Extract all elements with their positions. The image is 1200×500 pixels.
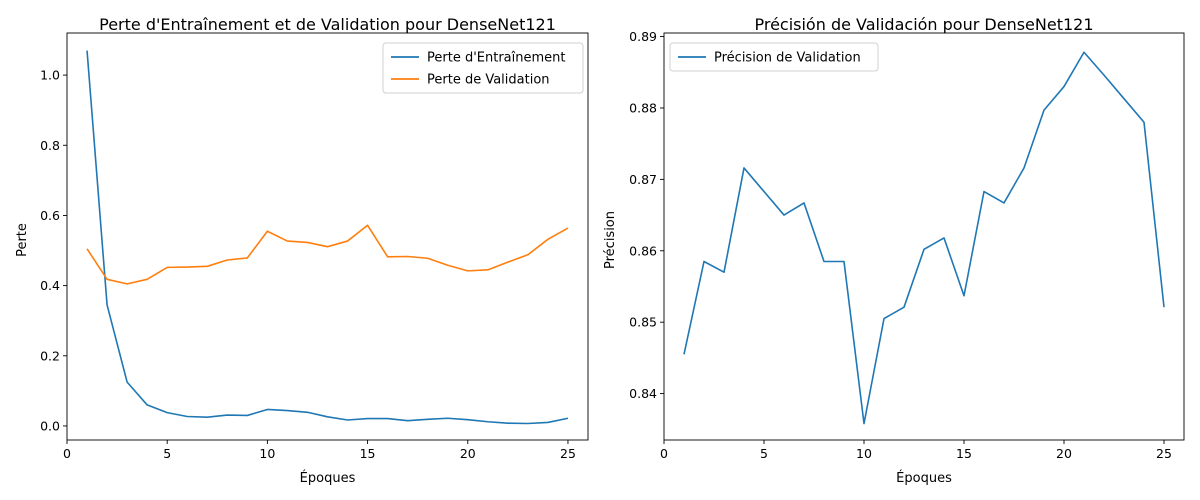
legend-box xyxy=(669,42,879,72)
y-tick-label: 0.6 xyxy=(40,208,60,223)
series-line-1 xyxy=(86,224,569,285)
x-tick-label: 5 xyxy=(760,446,768,461)
axes-frame xyxy=(66,32,589,441)
loss-chart-xlabel: Époques xyxy=(300,470,356,486)
y-tick-label: 0.88 xyxy=(629,100,657,115)
x-tick-label: 0 xyxy=(660,446,668,461)
x-tick-label: 25 xyxy=(1156,446,1172,461)
series-line-0 xyxy=(683,51,1165,425)
accuracy-chart-panel: Précisión de Validación pour DenseNet121… xyxy=(603,15,1185,486)
x-tick-label: 0 xyxy=(63,446,71,461)
y-tick-label: 0.8 xyxy=(40,138,60,153)
y-tick-label: 0.89 xyxy=(629,29,657,44)
loss-chart-plot-area: 0 5 10 15 20 25 0.0 0.2 0.4 0.6 0.8 1.0 Perte d'Entr… xyxy=(40,32,589,461)
y-tick-label: 0.87 xyxy=(629,172,657,187)
y-tick-label: 0.85 xyxy=(629,315,657,330)
y-tick-label: 1.0 xyxy=(40,68,60,83)
y-tick-label: 0.4 xyxy=(40,278,60,293)
x-tick-label: 15 xyxy=(360,446,376,461)
x-tick-label: 10 xyxy=(856,446,872,461)
legend-label-1: Perte de Validation xyxy=(427,73,550,88)
legend-label-0: Perte d'Entraînement xyxy=(427,51,565,66)
loss-chart-ylabel: Perte xyxy=(15,223,30,257)
series-line-0 xyxy=(86,50,569,425)
y-tick-label: 0.84 xyxy=(629,386,657,401)
loss-chart-panel: Perte d'Entraînement et de Validation po… xyxy=(15,15,589,486)
x-tick-label: 10 xyxy=(259,446,275,461)
x-tick-label: 25 xyxy=(560,446,576,461)
accuracy-chart-title: Précisión de Validación pour DenseNet121 xyxy=(754,15,1093,34)
accuracy-chart-xlabel: Époques xyxy=(896,470,952,486)
loss-chart-title: Perte d'Entraînement et de Validation po… xyxy=(99,15,556,34)
axes-frame xyxy=(663,32,1185,441)
legend-box xyxy=(382,42,584,94)
x-tick-label: 20 xyxy=(1056,446,1072,461)
accuracy-chart-plot-area: 0 5 10 15 20 25 0.84 0.85 0.86 0.87 0.88 0.89 Précis… xyxy=(629,29,1185,461)
y-tick-label: 0.2 xyxy=(40,348,60,363)
accuracy-chart-ylabel: Précision xyxy=(603,211,618,269)
x-tick-label: 5 xyxy=(163,446,171,461)
x-tick-label: 20 xyxy=(460,446,476,461)
y-tick-label: 0.86 xyxy=(629,243,657,258)
x-tick-label: 15 xyxy=(956,446,972,461)
y-tick-label: 0.0 xyxy=(40,418,60,433)
legend-label-0: Précision de Validation xyxy=(714,51,861,66)
